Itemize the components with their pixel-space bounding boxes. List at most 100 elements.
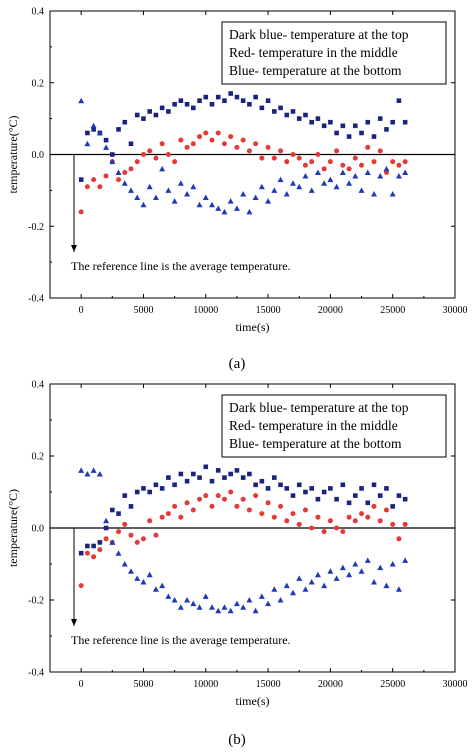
chart-panel-1: 0.4 0.2 0.0 -0.2 -0.4 0 5000 10000 15000 20000 250… xyxy=(6,7,468,373)
data-point-triangle xyxy=(296,575,303,581)
x-tick-label: 25000 xyxy=(380,305,405,316)
data-point-circle xyxy=(346,166,352,172)
data-point-square xyxy=(159,105,165,111)
data-point-square xyxy=(321,489,327,495)
data-point-triangle xyxy=(240,190,247,197)
data-point-circle xyxy=(265,500,271,506)
data-point-circle xyxy=(402,521,408,527)
data-point-square xyxy=(97,540,103,545)
data-point-triangle xyxy=(103,517,110,524)
data-point-circle xyxy=(259,511,265,517)
data-point-triangle xyxy=(196,201,203,208)
data-point-triangle xyxy=(140,201,147,208)
data-point-circle xyxy=(153,532,159,538)
data-point-triangle xyxy=(321,180,328,186)
data-point-circle xyxy=(365,144,371,150)
data-point-square xyxy=(128,141,134,147)
data-point-square xyxy=(272,109,277,114)
data-point-square xyxy=(353,493,358,498)
data-point-square xyxy=(184,478,190,484)
data-point-square xyxy=(234,468,240,473)
data-point-triangle xyxy=(233,600,240,607)
data-point-triangle xyxy=(339,564,346,571)
data-point-circle xyxy=(334,148,340,154)
data-point-triangle xyxy=(277,176,284,183)
data-point-circle xyxy=(284,518,290,524)
data-point-circle xyxy=(221,141,227,147)
data-point-triangle xyxy=(115,550,122,556)
data-point-square xyxy=(284,112,290,118)
data-point-triangle xyxy=(96,471,103,477)
reference-note: The reference line is the average temper… xyxy=(71,633,291,647)
data-point-square xyxy=(78,177,84,182)
data-point-circle xyxy=(290,152,296,157)
data-point-triangle xyxy=(152,194,159,201)
data-point-square xyxy=(396,98,402,103)
data-point-triangle xyxy=(277,597,284,603)
data-point-square xyxy=(309,119,314,125)
legend-box xyxy=(221,21,447,85)
data-point-square xyxy=(85,543,90,549)
x-tick-label: 10000 xyxy=(193,679,218,690)
data-point-triangle xyxy=(314,169,321,175)
data-point-square xyxy=(315,496,321,502)
data-point-triangle xyxy=(233,205,240,211)
data-point-circle xyxy=(91,177,97,183)
data-point-triangle xyxy=(78,97,85,104)
x-tick-label: 0 xyxy=(79,305,84,316)
data-point-circle xyxy=(359,162,365,168)
data-point-triangle xyxy=(215,607,222,614)
data-point-square xyxy=(284,486,290,491)
data-point-circle xyxy=(78,583,84,589)
data-point-square xyxy=(85,130,90,136)
data-point-square xyxy=(128,504,134,509)
data-point-circle xyxy=(352,155,358,161)
data-point-square xyxy=(166,109,171,114)
x-tick-label: 5000 xyxy=(133,679,153,690)
data-point-triangle xyxy=(283,582,290,589)
data-point-square xyxy=(359,130,364,136)
data-point-square xyxy=(265,486,271,491)
data-point-triangle xyxy=(333,183,340,190)
data-point-square xyxy=(278,105,283,111)
data-point-triangle xyxy=(302,173,309,179)
data-point-triangle xyxy=(184,597,191,603)
data-point-triangle xyxy=(308,187,315,193)
data-point-triangle xyxy=(389,561,396,567)
x-axis-label: time(s) xyxy=(236,694,270,708)
data-point-triangle xyxy=(364,169,371,175)
data-point-triangle xyxy=(221,604,228,610)
data-point-square xyxy=(222,475,227,480)
data-point-circle xyxy=(271,514,277,520)
data-point-circle xyxy=(402,159,408,165)
data-point-square xyxy=(159,486,165,491)
data-point-square xyxy=(384,486,389,491)
data-point-square xyxy=(371,134,377,139)
data-point-circle xyxy=(259,155,265,161)
data-point-circle xyxy=(84,550,90,556)
data-point-triangle xyxy=(215,205,222,211)
data-point-circle xyxy=(197,496,203,502)
data-point-square xyxy=(91,543,96,549)
reference-arrow-head xyxy=(71,245,77,252)
data-point-triangle xyxy=(90,467,97,473)
data-point-circle xyxy=(78,209,84,215)
data-point-circle xyxy=(327,159,333,165)
data-point-circle xyxy=(371,159,377,165)
data-point-triangle xyxy=(109,158,116,165)
data-point-circle xyxy=(209,503,215,509)
data-point-circle xyxy=(209,137,215,143)
data-point-triangle xyxy=(159,582,166,589)
data-point-circle xyxy=(234,144,240,150)
data-point-square xyxy=(334,130,339,136)
data-point-circle xyxy=(284,159,290,165)
data-point-circle xyxy=(184,500,190,506)
data-point-triangle xyxy=(209,604,215,610)
data-point-square xyxy=(377,493,383,498)
data-point-circle xyxy=(327,518,333,524)
data-point-triangle xyxy=(140,579,147,585)
data-point-triangle xyxy=(290,180,296,186)
data-point-triangle xyxy=(109,539,116,545)
y-axis-label: temperature(°C) xyxy=(6,489,20,567)
data-point-square xyxy=(147,109,152,114)
